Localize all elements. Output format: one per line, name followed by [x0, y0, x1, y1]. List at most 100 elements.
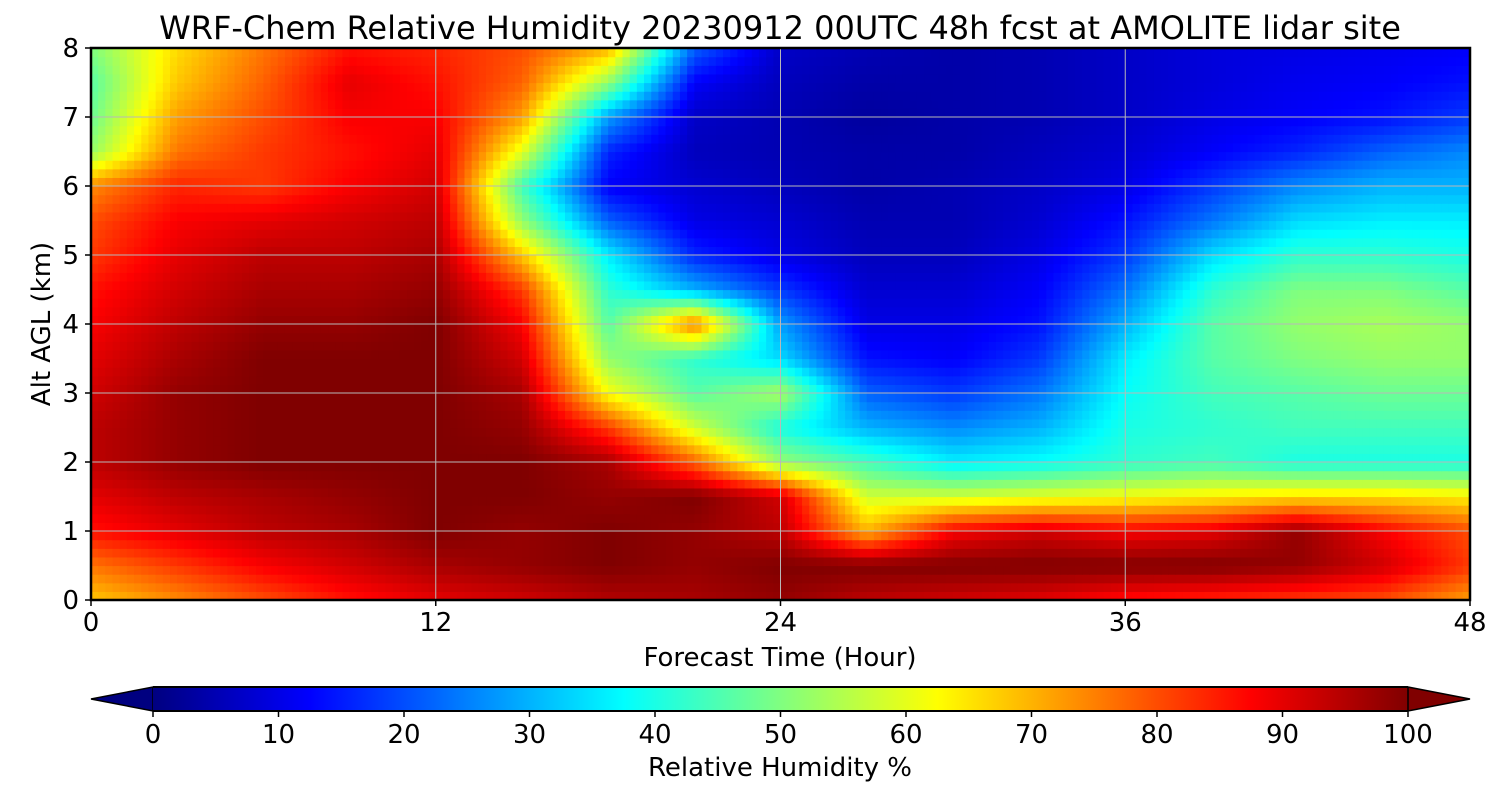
heatmap-cell: [550, 539, 559, 549]
heatmap-cell: [500, 375, 509, 385]
heatmap-cell: [1326, 582, 1335, 592]
heatmap-cell: [112, 531, 121, 541]
heatmap-cell: [1153, 574, 1162, 584]
heatmap-cell: [478, 505, 487, 515]
heatmap-cell: [421, 436, 430, 446]
heatmap-cell: [342, 574, 351, 584]
heatmap-cell: [191, 574, 200, 584]
heatmap-cell: [407, 582, 415, 592]
heatmap-cell: [292, 496, 300, 506]
heatmap-cell: [1096, 393, 1105, 403]
heatmap-cell: [507, 384, 516, 394]
heatmap-cell: [1319, 531, 1327, 541]
heatmap-cell: [723, 418, 731, 429]
heatmap-cell: [557, 556, 566, 567]
heatmap-cell: [1082, 565, 1090, 575]
heatmap-cell: [1434, 513, 1442, 523]
heatmap-cell: [1074, 574, 1083, 584]
heatmap-cell: [1153, 522, 1162, 532]
heatmap-cell: [622, 470, 631, 480]
heatmap-cell: [478, 479, 487, 489]
heatmap-cell: [981, 574, 990, 584]
heatmap-cell: [859, 436, 868, 446]
heatmap-cell: [105, 375, 114, 385]
heatmap-cell: [586, 487, 595, 498]
heatmap-cell: [1304, 487, 1313, 498]
heatmap-cell: [349, 496, 358, 506]
heatmap-cell: [773, 556, 782, 567]
heatmap-cell: [694, 539, 703, 549]
heatmap-cell: [1297, 418, 1306, 429]
heatmap-cell: [213, 513, 221, 523]
heatmap-cell: [1197, 487, 1205, 498]
heatmap-cell: [837, 453, 846, 463]
heatmap-cell: [407, 444, 415, 454]
heatmap-cell: [126, 505, 135, 515]
heatmap-cell: [184, 496, 193, 506]
heatmap-cell: [320, 436, 329, 446]
heatmap-cell: [277, 401, 286, 411]
heatmap-cell: [1031, 436, 1040, 446]
heatmap-cell: [1024, 444, 1033, 454]
heatmap-cell: [141, 453, 150, 463]
heatmap-cell: [1426, 539, 1435, 549]
heatmap-cell: [1383, 487, 1392, 498]
heatmap-cell: [421, 375, 430, 385]
heatmap-cell: [794, 531, 803, 541]
heatmap-cell: [442, 444, 451, 454]
heatmap-cell: [249, 427, 257, 437]
heatmap-cell: [837, 539, 846, 549]
heatmap-cell: [1311, 582, 1320, 592]
heatmap-cell: [306, 565, 315, 575]
heatmap-cell: [557, 487, 566, 498]
heatmap-cell: [141, 556, 150, 567]
heatmap-cell: [622, 574, 631, 584]
heatmap-cell: [751, 384, 760, 394]
heatmap-cell: [521, 418, 530, 429]
heatmap-cell: [306, 427, 315, 437]
heatmap-cell: [665, 453, 674, 463]
heatmap-cell: [521, 565, 530, 575]
heatmap-cell: [191, 539, 200, 549]
heatmap-cell: [658, 479, 667, 489]
heatmap-cell: [155, 556, 164, 567]
heatmap-cell: [241, 574, 250, 584]
heatmap-cell: [1189, 539, 1198, 549]
heatmap-cell: [1268, 522, 1277, 532]
heatmap-cell: [105, 401, 114, 411]
heatmap-cell: [1074, 565, 1083, 575]
heatmap-cell: [1067, 393, 1076, 403]
heatmap-cell: [888, 487, 897, 498]
heatmap-cell: [701, 410, 710, 420]
heatmap-cell: [134, 582, 142, 592]
heatmap-cell: [1031, 453, 1040, 463]
heatmap-cell: [205, 548, 214, 558]
heatmap-cell: [1010, 574, 1019, 584]
heatmap-cell: [952, 487, 961, 498]
heatmap-cell: [830, 556, 839, 567]
heatmap-cell: [313, 470, 322, 480]
heatmap-cell: [751, 539, 760, 549]
heatmap-cell: [119, 522, 128, 532]
heatmap-cell: [299, 496, 308, 506]
heatmap-cell: [284, 574, 293, 584]
heatmap-cell: [126, 444, 135, 454]
heatmap-cell: [112, 444, 121, 454]
heatmap-cell: [550, 410, 559, 420]
heatmap-cell: [1197, 539, 1205, 549]
heatmap-cell: [1340, 436, 1349, 446]
heatmap-cell: [543, 496, 552, 506]
heatmap-cell: [442, 548, 451, 558]
heatmap-cell: [1067, 565, 1076, 575]
heatmap-cell: [1247, 401, 1256, 411]
heatmap-cell: [342, 531, 351, 541]
heatmap-cell: [428, 444, 437, 454]
heatmap-cell: [1089, 582, 1098, 592]
heatmap-cell: [119, 513, 128, 523]
heatmap-cell: [723, 453, 731, 463]
heatmap-cell: [550, 505, 559, 515]
heatmap-cell: [622, 453, 631, 463]
heatmap-cell: [1089, 410, 1098, 420]
heatmap-cell: [1311, 453, 1320, 463]
heatmap-cell: [1175, 470, 1184, 480]
